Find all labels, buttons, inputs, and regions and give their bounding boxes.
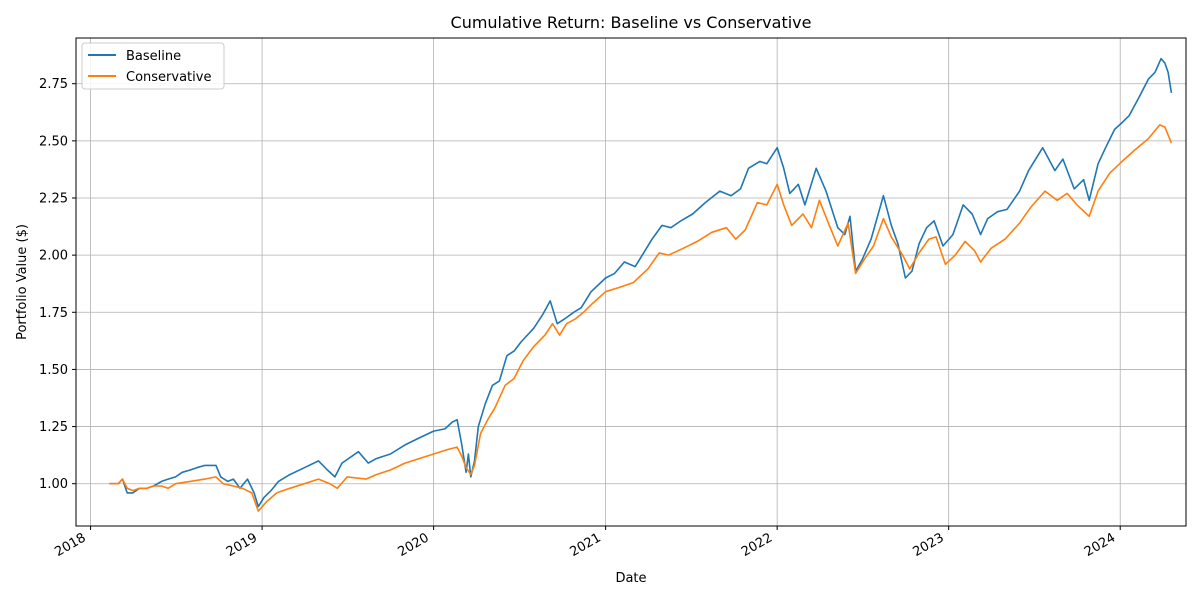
- y-tick-label: 2.00: [39, 249, 68, 264]
- plot-area: [109, 57, 1173, 512]
- legend-box: [81, 42, 225, 90]
- plot-frame: [75, 37, 1187, 527]
- legend-label-baseline: Baseline: [126, 49, 181, 64]
- y-tick-label: 1.00: [39, 477, 68, 492]
- series-line-baseline: [109, 57, 1173, 508]
- x-axis-title: Date: [615, 571, 646, 586]
- y-tick-label: 1.50: [39, 363, 68, 378]
- y-tick-label: 1.25: [39, 420, 68, 435]
- legend-label-conservative: Conservative: [126, 70, 211, 85]
- y-tick-label: 1.75: [39, 306, 68, 321]
- legend: Baseline Conservative: [81, 42, 225, 90]
- y-tick-label: 2.75: [39, 77, 68, 92]
- y-tick-label: 2.25: [39, 192, 68, 207]
- series-line-conservative: [109, 124, 1173, 512]
- y-axis: 1.00 1.25 1.50 1.75 2.00 2.25 2.50 2.75: [39, 77, 76, 492]
- grid: [76, 38, 1186, 526]
- y-tick-label: 2.50: [39, 134, 68, 149]
- chart-title: Cumulative Return: Baseline vs Conservat…: [451, 13, 812, 32]
- y-axis-title: Portfolio Value ($): [15, 224, 30, 340]
